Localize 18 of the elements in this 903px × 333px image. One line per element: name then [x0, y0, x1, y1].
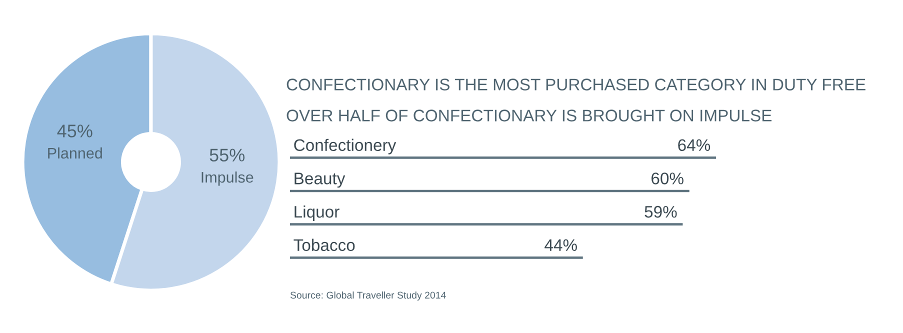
chart-subtitle: OVER HALF OF CONFECTIONARY IS BROUGHT ON IMPULSE	[286, 110, 772, 122]
chart-title: CONFECTIONARY IS THE MOST PURCHASED CATEGORY IN DUTY FREE	[286, 78, 866, 90]
data-label: 59%	[644, 206, 677, 218]
bar	[290, 256, 583, 259]
data-label: 44%	[544, 239, 577, 251]
data-label: 55%	[210, 148, 245, 162]
slice-label: Impulse	[202, 171, 254, 186]
data-label: 60%	[652, 172, 684, 184]
bar	[290, 156, 716, 159]
y-tick-label: Tobacco	[294, 238, 355, 252]
y-tick-label: Beauty	[294, 172, 346, 188]
bar	[290, 223, 683, 226]
slice-label: Planned	[48, 147, 102, 159]
y-tick-label: Confectionery	[294, 138, 396, 154]
source-note: Source: Global Traveller Study 2014	[290, 291, 446, 301]
data-label: 45%	[57, 124, 92, 138]
y-tick-label: Liquor	[294, 205, 340, 221]
data-label: 64%	[678, 139, 710, 152]
